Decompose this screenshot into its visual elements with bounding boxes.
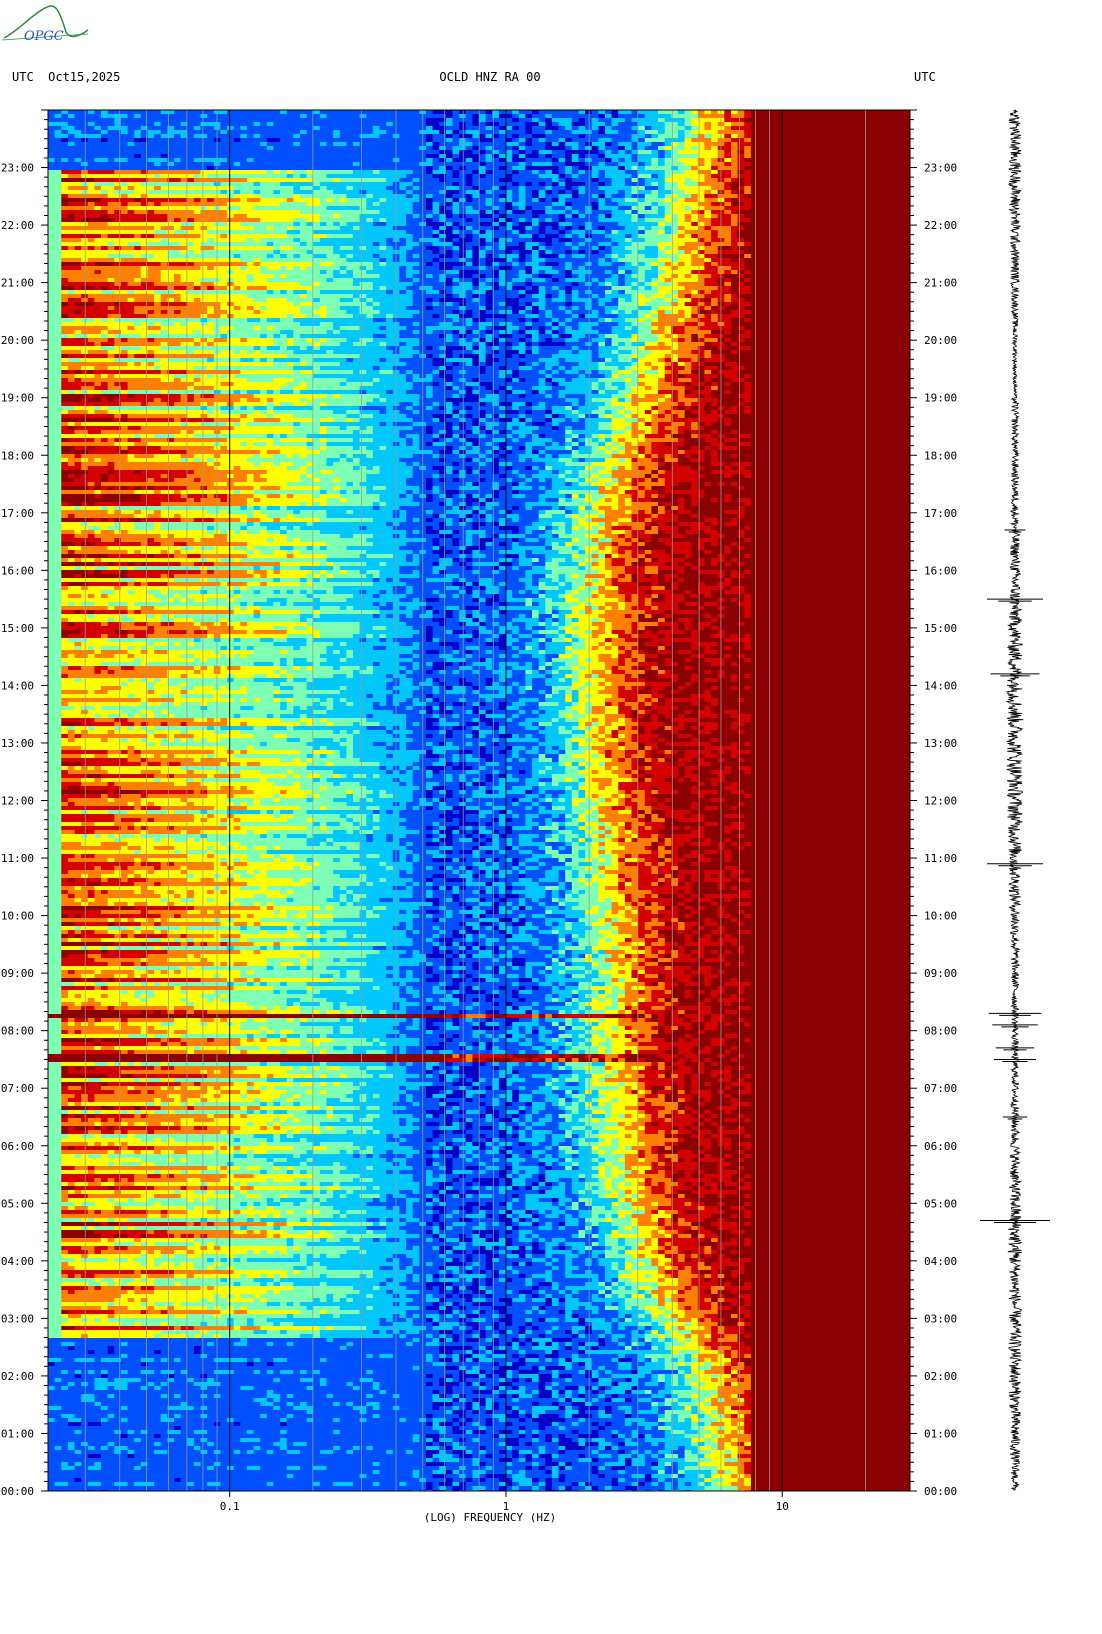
- y-tick-label-right: 11:00: [924, 852, 957, 865]
- y-tick-label-left: 09:00: [1, 967, 34, 980]
- frequency-axis: 0.1 1 10: [220, 1491, 789, 1513]
- opgc-logo: OPGC: [1, 5, 89, 44]
- y-tick-label-left: 14:00: [1, 679, 34, 692]
- x-axis-label: (LOG) FREQUENCY (HZ): [424, 1511, 556, 1524]
- y-tick-label-left: 15:00: [1, 622, 34, 635]
- y-tick-label-left: 22:00: [1, 219, 34, 232]
- header-left: UTC Oct15,2025: [12, 70, 121, 84]
- y-tick-label-left: 13:00: [1, 737, 34, 750]
- y-tick-label-left: 20:00: [1, 334, 34, 347]
- y-tick-label-left: 21:00: [1, 277, 34, 290]
- y-tick-label-right: 21:00: [924, 277, 957, 290]
- y-tick-label-right: 22:00: [924, 219, 957, 232]
- spectrogram-heatmap: [48, 110, 910, 1491]
- time-axis: 00:00 00:00 01:00 01:00 02:00 02:00 03:00 03:00…: [1, 109, 957, 1498]
- y-tick-label-right: 17:00: [924, 507, 957, 520]
- y-tick-label-left: 19:00: [1, 392, 34, 405]
- y-tick-label-right: 15:00: [924, 622, 957, 635]
- y-tick-label-right: 08:00: [924, 1025, 957, 1038]
- y-tick-label-left: 18:00: [1, 449, 34, 462]
- x-tick-label: 0.1: [220, 1500, 240, 1513]
- y-tick-label-right: 02:00: [924, 1370, 957, 1383]
- frequency-gridlines: [84, 110, 866, 1491]
- y-tick-label-right: 12:00: [924, 795, 957, 808]
- y-tick-label-right: 04:00: [924, 1255, 957, 1268]
- y-tick-label-right: 19:00: [924, 392, 957, 405]
- y-tick-label-right: 06:00: [924, 1140, 957, 1153]
- y-tick-label-left: 04:00: [1, 1255, 34, 1268]
- y-tick-label-left: 03:00: [1, 1312, 34, 1325]
- y-tick-label-left: 12:00: [1, 795, 34, 808]
- y-tick-label-left: 06:00: [1, 1140, 34, 1153]
- logo-text: OPGC: [24, 29, 64, 44]
- y-tick-label-left: 07:00: [1, 1082, 34, 1095]
- y-tick-label-right: 14:00: [924, 679, 957, 692]
- y-tick-label-left: 10:00: [1, 910, 34, 923]
- y-tick-label-right: 23:00: [924, 162, 957, 175]
- y-tick-label-left: 05:00: [1, 1197, 34, 1210]
- y-tick-label-left: 08:00: [1, 1025, 34, 1038]
- y-tick-label-left: 00:00: [1, 1485, 34, 1498]
- y-tick-label-right: 05:00: [924, 1197, 957, 1210]
- y-tick-label-left: 17:00: [1, 507, 34, 520]
- y-tick-label-right: 16:00: [924, 564, 957, 577]
- y-tick-label-right: 18:00: [924, 449, 957, 462]
- header-right: UTC: [914, 70, 936, 84]
- y-tick-label-right: 07:00: [924, 1082, 957, 1095]
- y-tick-label-right: 13:00: [924, 737, 957, 750]
- x-tick-label: 1: [503, 1500, 510, 1513]
- x-tick-label: 10: [776, 1500, 789, 1513]
- y-tick-label-right: 00:00: [924, 1485, 957, 1498]
- y-tick-label-left: 23:00: [1, 162, 34, 175]
- y-tick-label-right: 10:00: [924, 910, 957, 923]
- y-tick-label-left: 02:00: [1, 1370, 34, 1383]
- y-tick-label-right: 03:00: [924, 1312, 957, 1325]
- y-tick-label-right: 20:00: [924, 334, 957, 347]
- seismogram-trace: [980, 109, 1050, 1491]
- y-tick-label-right: 09:00: [924, 967, 957, 980]
- y-tick-label-right: 01:00: [924, 1427, 957, 1440]
- y-tick-label-left: 11:00: [1, 852, 34, 865]
- y-tick-label-left: 16:00: [1, 564, 34, 577]
- header-title: OCLD HNZ RA 00: [439, 70, 541, 84]
- y-tick-label-left: 01:00: [1, 1427, 34, 1440]
